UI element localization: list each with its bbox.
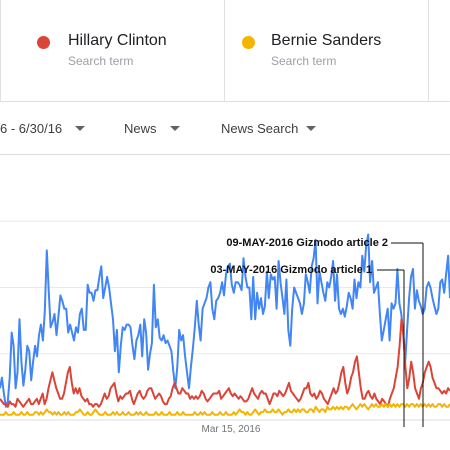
search-term-subtitle: Search term — [271, 54, 337, 68]
date-range-dropdown[interactable]: 6 - 6/30/16 — [0, 121, 86, 136]
caret-down-icon — [169, 126, 180, 131]
search-type-label: News Search — [221, 121, 299, 136]
series-line-2 — [0, 403, 450, 416]
search-term-card-bernie-sanders[interactable]: Bernie Sanders Search term — [225, 0, 429, 101]
annotation-label: 09-MAY-2016 Gizmodo article 2 — [226, 237, 388, 249]
search-term-card-hillary-clinton[interactable]: Hillary Clinton Search term — [0, 0, 225, 101]
annotation-label: 03-MAY-2016 Gizmodo article 1 — [210, 264, 372, 276]
date-range-label: 6 - 6/30/16 — [0, 121, 63, 136]
series-line-1 — [0, 318, 450, 408]
interest-over-time-chart: Mar 15, 2016 09-MAY-2016 Gizmodo article … — [0, 155, 450, 450]
search-term-subtitle: Search term — [68, 54, 134, 68]
search-term-card-partial[interactable] — [429, 0, 450, 101]
line-chart-svg: Mar 15, 2016 09-MAY-2016 Gizmodo article … — [0, 220, 450, 435]
series-color-dot-icon — [37, 36, 50, 49]
search-terms-bar: Hillary Clinton Search term Bernie Sande… — [0, 0, 450, 102]
filter-bar: 6 - 6/30/16 News News Search — [0, 102, 450, 155]
category-dropdown[interactable]: News — [124, 121, 180, 136]
search-type-dropdown[interactable]: News Search — [221, 121, 317, 136]
series-line-0 — [0, 233, 450, 408]
search-term-name: Hillary Clinton — [68, 32, 167, 49]
category-label: News — [124, 121, 157, 136]
x-tick-label: Mar 15, 2016 — [202, 424, 261, 435]
caret-down-icon — [75, 126, 86, 131]
series-color-dot-icon — [242, 36, 255, 49]
caret-down-icon — [306, 126, 317, 131]
search-term-name: Bernie Sanders — [271, 32, 382, 49]
